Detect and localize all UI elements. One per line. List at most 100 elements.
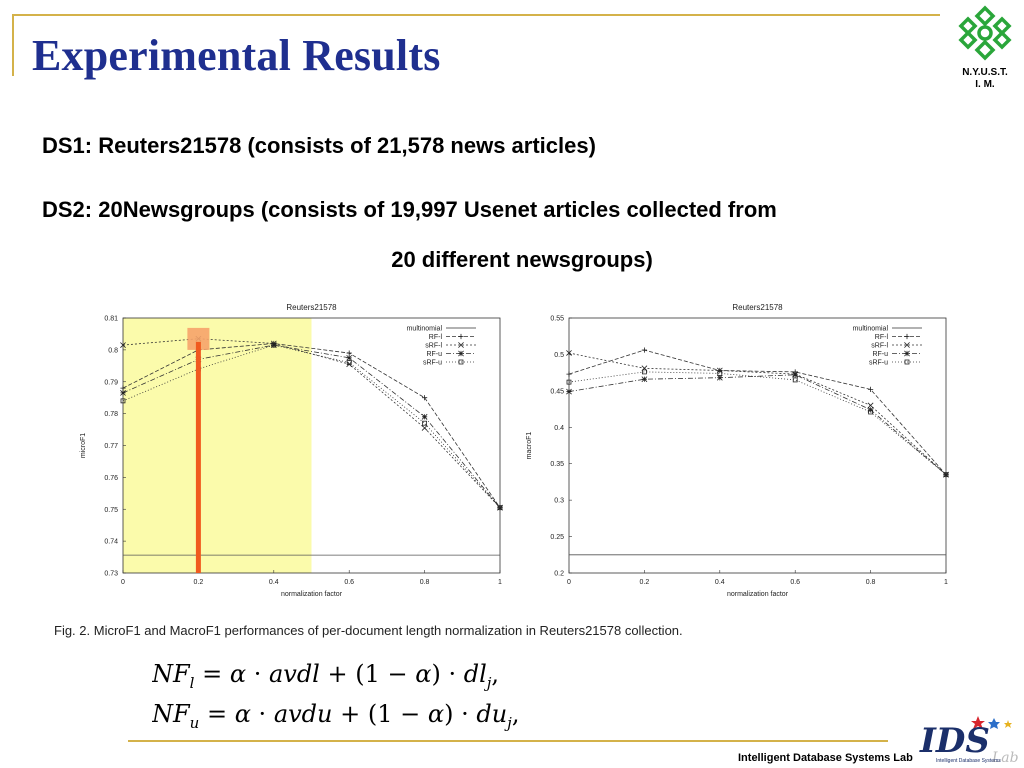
y-tick-label: 0.35 — [550, 461, 564, 468]
y-tick-label: 0.73 — [104, 571, 118, 578]
legend-label: multinomial — [407, 326, 443, 333]
formula-nf-u-svg: NFu = α · avdu + (1 − α) · duj, — [151, 700, 519, 732]
dataset-2-text: DS2: 20Newsgroups (consists of 19,997 Us… — [42, 185, 1002, 285]
point-marker — [120, 398, 126, 404]
top-rule — [12, 14, 940, 16]
x-tick-label: 0 — [121, 579, 125, 586]
y-tick-label: 0.79 — [104, 379, 118, 386]
bottom-rule — [128, 740, 888, 742]
formula-nf-u-text: NFu = α · avdu + (1 − α) · duj, — [152, 700, 519, 731]
x-tick-label: 0.4 — [269, 579, 279, 586]
point-marker — [868, 409, 873, 415]
series-RF-l — [566, 347, 949, 478]
dataset-2-line-2: 20 different newsgroups) — [391, 247, 653, 272]
point-marker — [641, 376, 648, 383]
y-tick-label: 0.55 — [550, 316, 564, 323]
point-marker — [458, 333, 464, 340]
point-marker — [904, 350, 910, 357]
point-marker — [421, 413, 428, 420]
legend-label: RF-u — [426, 351, 442, 358]
legend-label: sRF-u — [869, 360, 888, 367]
series-line — [122, 343, 501, 508]
point-marker — [422, 420, 428, 426]
y-tick-label: 0.8 — [108, 347, 118, 354]
ids-lab-logo-icon: IDS Lab Intelligent Database Systems — [919, 716, 1019, 766]
y-tick-label: 0.45 — [550, 388, 564, 395]
legend-label: sRF-l — [871, 343, 888, 350]
x-tick-label: 1 — [944, 579, 948, 586]
x-tick-label: 0.2 — [194, 579, 204, 586]
legend-label: RF-u — [872, 351, 888, 358]
legend-label: RF-l — [429, 334, 443, 341]
point-marker — [422, 395, 428, 401]
point-marker — [271, 342, 277, 348]
point-marker — [868, 386, 874, 392]
y-tick-label: 0.5 — [554, 352, 564, 359]
legend-label: RF-l — [875, 334, 889, 341]
x-tick-label: 0.4 — [715, 579, 725, 586]
point-marker — [270, 342, 277, 348]
y-tick-label: 0.78 — [104, 411, 118, 418]
point-marker — [566, 350, 572, 356]
point-marker — [497, 504, 503, 511]
y-tick-label: 0.76 — [104, 475, 118, 482]
left-rule — [12, 14, 14, 76]
highlight-band — [123, 318, 312, 573]
point-marker — [792, 371, 799, 378]
point-marker — [346, 350, 352, 356]
x-tick-label: 0.8 — [420, 579, 430, 586]
point-marker — [943, 471, 949, 478]
series-sRF-u — [566, 369, 949, 478]
point-marker — [792, 377, 798, 383]
formula-nf-l-svg: NFl = α · avdl + (1 − α) · dlj, — [151, 660, 499, 692]
series-sRF-l — [566, 350, 949, 478]
point-marker — [566, 371, 572, 377]
x-tick-label: 0.6 — [344, 579, 354, 586]
point-marker — [943, 472, 949, 478]
point-marker — [566, 379, 572, 385]
dataset-2-line-1: DS2: 20Newsgroups (consists of 19,997 Us… — [42, 197, 777, 222]
x-tick-label: 1 — [498, 579, 502, 586]
point-marker — [346, 360, 352, 366]
x-axis-label: normalization factor — [281, 591, 343, 598]
x-axis-label: normalization factor — [727, 591, 789, 598]
y-tick-label: 0.4 — [554, 425, 564, 432]
point-marker — [120, 390, 126, 396]
lab-logo-text: IDS — [919, 721, 990, 761]
point-marker — [421, 425, 428, 431]
point-marker — [458, 350, 464, 357]
figure-caption: Fig. 2. MicroF1 and MacroF1 performances… — [54, 623, 683, 638]
y-tick-label: 0.77 — [104, 443, 118, 450]
point-marker — [120, 385, 126, 391]
formula-nf-l-text: NFl = α · avdl + (1 − α) · dlj, — [152, 660, 499, 691]
formula-nf-u: NFu = α · avdu + (1 − α) · duj, — [151, 697, 532, 737]
series-line — [122, 344, 501, 508]
point-marker — [904, 333, 910, 340]
point-marker — [458, 359, 464, 365]
y-tick-label: 0.2 — [554, 571, 564, 578]
point-marker — [641, 347, 647, 353]
leaf-logo-icon — [958, 5, 1012, 61]
dataset-1-text: DS1: Reuters21578 (consists of 21,578 ne… — [42, 133, 596, 158]
lab-logo-sub: Lab — [991, 750, 1019, 766]
point-marker — [458, 342, 464, 348]
series-line — [568, 371, 947, 475]
point-marker — [717, 370, 723, 376]
marker-bar — [195, 341, 201, 573]
chart-title: Reuters21578 — [286, 303, 337, 312]
slide-title: Experimental Results — [32, 31, 441, 80]
y-tick-label: 0.81 — [104, 316, 118, 323]
y-axis-label: macroF1 — [526, 432, 533, 460]
x-tick-label: 0.8 — [866, 579, 876, 586]
x-tick-label: 0 — [567, 579, 571, 586]
y-tick-label: 0.74 — [104, 539, 118, 546]
x-tick-label: 0.2 — [640, 579, 650, 586]
point-marker — [642, 369, 647, 375]
point-marker — [716, 374, 723, 381]
marker-box — [187, 327, 210, 350]
formula-nf-l: NFl = α · avdl + (1 − α) · dlj, — [151, 657, 512, 697]
plot-frame — [568, 317, 947, 574]
point-marker — [904, 342, 910, 348]
